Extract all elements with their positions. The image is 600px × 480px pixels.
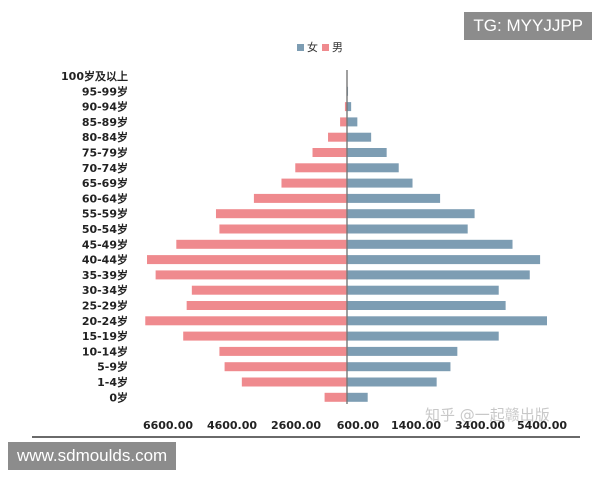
bar-male-5 [145, 316, 347, 326]
legend-swatch-male [322, 44, 329, 51]
bar-male-15 [295, 163, 347, 173]
bar-female-8 [347, 270, 530, 280]
watermark-site: www.sdmoulds.com [8, 442, 177, 470]
y-tick-label-21: 100岁及以上 [61, 69, 128, 83]
y-tick-label-5: 20-24岁 [82, 314, 128, 328]
y-tick-label-20: 95-99岁 [82, 84, 128, 98]
legend-swatch-female [297, 44, 304, 51]
y-tick-label-6: 25-29岁 [82, 299, 128, 313]
x-axis-tick-labels: 6600.00 4600.00 2600.00 600.00 1400.00 3400.0… [143, 419, 567, 432]
y-tick-label-18: 85-89岁 [82, 115, 128, 129]
bar-male-4 [183, 331, 347, 341]
x-tick-label-0: 6600.00 [143, 419, 193, 432]
y-tick-label-1: 1-4岁 [97, 375, 128, 389]
x-tick-label-1: 4600.00 [207, 419, 257, 432]
bar-female-17 [347, 132, 372, 142]
y-tick-label-4: 15-19岁 [82, 329, 128, 343]
bar-male-1 [241, 377, 347, 387]
bar-female-7 [347, 285, 499, 295]
bar-female-1 [347, 377, 437, 387]
legend-label-male: 男 [332, 41, 343, 54]
y-tick-label-19: 90-94岁 [82, 100, 128, 114]
bar-female-10 [347, 239, 513, 249]
y-tick-label-3: 10-14岁 [82, 344, 128, 358]
bar-female-19 [347, 102, 352, 112]
y-tick-label-12: 55-59岁 [82, 207, 128, 221]
bar-male-8 [155, 270, 347, 280]
y-tick-label-13: 60-64岁 [82, 191, 128, 205]
legend: 女 男 [297, 40, 343, 54]
bar-male-3 [219, 346, 347, 356]
y-tick-label-15: 70-74岁 [82, 161, 128, 175]
y-tick-label-14: 65-69岁 [82, 176, 128, 190]
bar-male-6 [186, 301, 347, 310]
y-tick-label-11: 50-54岁 [82, 222, 128, 236]
y-tick-label-2: 5-9岁 [97, 360, 128, 374]
bar-female-5 [347, 316, 547, 326]
bar-male-17 [328, 132, 347, 142]
bar-male-10 [176, 239, 347, 249]
y-tick-label-0: 0岁 [109, 390, 128, 404]
bar-male-18 [340, 117, 347, 127]
y-tick-label-17: 80-84岁 [82, 130, 128, 144]
bar-female-12 [347, 209, 475, 219]
x-tick-label-4: 1400.00 [391, 419, 441, 432]
bar-female-14 [347, 178, 413, 188]
bar-female-0 [347, 392, 368, 402]
x-tick-label-5: 3400.00 [455, 419, 505, 432]
bar-male-2 [224, 362, 347, 372]
bar-female-6 [347, 301, 506, 310]
bar-female-9 [347, 255, 541, 265]
bar-female-16 [347, 148, 387, 157]
bar-female-3 [347, 346, 458, 356]
y-tick-label-10: 45-49岁 [82, 237, 128, 251]
bar-male-12 [215, 209, 347, 219]
bar-male-7 [191, 285, 347, 295]
bar-female-2 [347, 362, 451, 372]
bars-group [145, 71, 547, 402]
bar-female-13 [347, 193, 441, 203]
bar-male-16 [312, 148, 347, 157]
bar-male-14 [281, 178, 347, 188]
bar-female-18 [347, 117, 358, 127]
y-tick-label-8: 35-39岁 [82, 268, 128, 282]
legend-label-female: 女 [307, 40, 318, 54]
watermark-zhihu: 知乎 @一起赣出版 [425, 406, 550, 424]
watermark-tg: TG: MYYJJPP [464, 12, 592, 40]
bar-male-19 [344, 102, 347, 112]
bar-female-4 [347, 331, 499, 341]
bar-male-13 [253, 193, 347, 203]
bar-male-0 [324, 392, 347, 402]
bar-female-11 [347, 224, 468, 234]
y-tick-label-7: 30-34岁 [82, 283, 128, 297]
bar-female-15 [347, 163, 399, 173]
x-tick-label-2: 2600.00 [271, 419, 321, 432]
x-tick-label-6: 5400.00 [517, 419, 567, 432]
x-tick-label-3: 600.00 [337, 419, 380, 432]
y-tick-label-16: 75-79岁 [82, 146, 128, 160]
y-tick-label-9: 40-44岁 [82, 253, 128, 267]
bar-male-9 [147, 255, 347, 265]
bar-male-11 [219, 224, 347, 234]
